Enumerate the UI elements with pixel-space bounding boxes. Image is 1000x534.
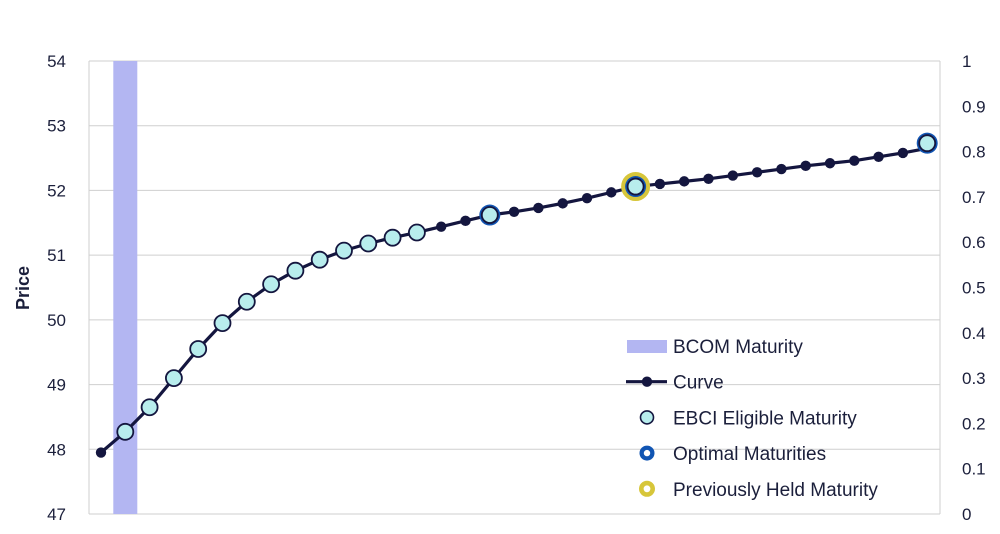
ebci-eligible-point <box>480 206 499 224</box>
curve-marker <box>897 147 909 159</box>
ebci-eligible-point <box>310 250 329 269</box>
y-tick-label: 49 <box>47 376 66 395</box>
curve-marker <box>606 187 617 198</box>
ebci-eligible-point <box>237 292 256 311</box>
ebci-eligible-point <box>407 223 426 242</box>
y-tick-label: 53 <box>47 117 66 136</box>
y2-tick-label: 0.4 <box>962 324 986 343</box>
curve-marker <box>460 215 471 227</box>
legend-curve-marker <box>641 376 653 387</box>
bcom-maturity-bar <box>113 61 138 514</box>
curve-series-line <box>99 146 928 454</box>
curve-marker <box>508 206 520 217</box>
y-tick-label: 48 <box>47 440 66 459</box>
ebci-eligible-point <box>213 314 232 332</box>
y2-tick-label: 0.8 <box>962 143 986 162</box>
curve-marker <box>581 192 593 204</box>
y-tick-label: 54 <box>47 52 66 71</box>
y2-tick-label: 0.3 <box>962 369 986 388</box>
curve-marker <box>727 170 738 181</box>
curve-marker <box>679 176 690 187</box>
gridlines <box>88 60 941 515</box>
curve-marker <box>703 173 714 184</box>
ebci-eligible-point <box>262 275 281 294</box>
legend-bcom-swatch <box>627 340 667 353</box>
ebci-eligible-point <box>116 422 135 441</box>
ebci-eligible-point <box>335 241 353 260</box>
legend-label: EBCI Eligible Maturity <box>673 408 857 429</box>
y-axis-left-ticks: 47 48 49 50 51 52 53 54 <box>47 52 66 524</box>
y2-tick-label: 1 <box>962 52 971 71</box>
y-tick-label: 51 <box>47 246 66 265</box>
legend-label: BCOM Maturity <box>673 337 803 358</box>
y2-tick-label: 0.1 <box>962 460 986 479</box>
y-axis-title: Price <box>13 266 33 310</box>
y-tick-label: 52 <box>47 181 66 200</box>
y2-tick-label: 0 <box>962 505 971 524</box>
curve-marker <box>533 202 544 214</box>
y-tick-label: 47 <box>47 505 66 524</box>
bcom-maturity-bars <box>113 61 138 514</box>
legend-label: Previously Held Maturity <box>673 480 878 501</box>
legend-optimal-swatch-center <box>643 449 651 457</box>
ebci-eligible-point <box>286 261 305 280</box>
y2-tick-label: 0.9 <box>962 97 986 116</box>
ebci-eligible-point <box>626 177 645 196</box>
y2-tick-label: 0.5 <box>962 279 986 298</box>
curve-marker <box>873 151 884 162</box>
ebci-eligible-point <box>140 398 159 417</box>
legend-ebci-swatch <box>639 410 655 425</box>
legend-previously-held-swatch-center <box>643 485 651 493</box>
curve-marker <box>654 178 666 190</box>
ebci-eligible-point <box>189 340 208 358</box>
curve-marker <box>824 158 836 169</box>
y2-tick-label: 0.6 <box>962 233 986 252</box>
curve-marker <box>751 167 763 178</box>
y-tick-label: 50 <box>47 311 66 330</box>
curve-marker <box>800 160 811 172</box>
curve-marker <box>557 198 568 209</box>
curve-marker <box>95 447 107 458</box>
ebci-eligible-point <box>359 234 378 253</box>
legend-label: Optimal Maturities <box>673 444 826 465</box>
legend-label: Curve <box>673 373 724 394</box>
curve-marker <box>436 221 447 232</box>
curve-marker <box>849 155 860 166</box>
y2-tick-label: 0.7 <box>962 188 986 207</box>
ebci-eligible-point <box>918 134 937 153</box>
data-points <box>116 132 938 441</box>
curve-marker <box>776 163 787 175</box>
ebci-eligible-point <box>164 369 183 388</box>
legend: BCOM Maturity Curve EBCI Eligible Maturity… <box>626 337 878 501</box>
y-axis-right-ticks: 0 0.1 0.2 0.3 0.4 0.5 0.6 0.7 0.8 0.9 1 <box>962 52 986 524</box>
y2-tick-label: 0.2 <box>962 414 986 433</box>
ebci-eligible-point <box>383 228 402 247</box>
